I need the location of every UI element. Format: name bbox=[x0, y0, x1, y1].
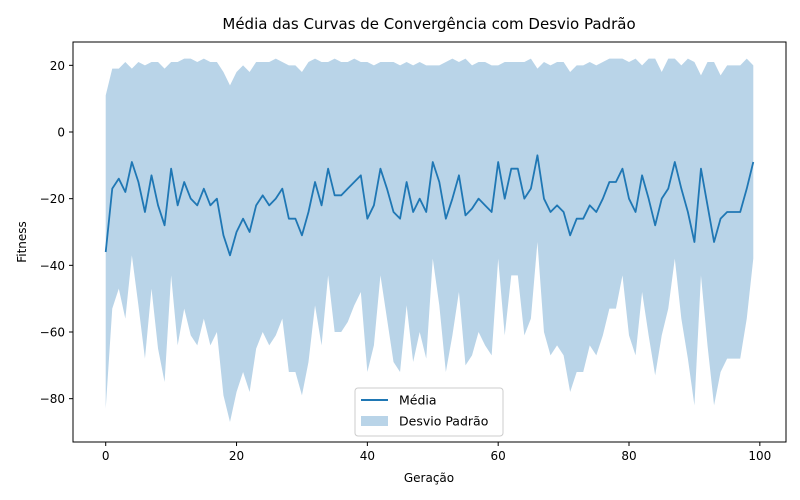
y-tick-label: −20 bbox=[40, 192, 65, 206]
x-tick-label: 80 bbox=[621, 449, 636, 463]
y-tick-label: −60 bbox=[40, 326, 65, 340]
mean-line bbox=[104, 154, 755, 257]
legend-box bbox=[354, 387, 504, 437]
y-tick-label: −40 bbox=[40, 259, 65, 273]
y-axis-label: Fitness bbox=[15, 221, 29, 263]
legend: Média Desvio Padrão bbox=[354, 387, 504, 437]
x-axis: 0 20 40 60 80 100 bbox=[102, 442, 771, 463]
y-tick-label: 0 bbox=[57, 126, 65, 140]
legend-label-mean: Média bbox=[399, 393, 437, 408]
std-band bbox=[105, 58, 754, 423]
x-axis-label: Geração bbox=[404, 471, 454, 485]
x-tick-label: 20 bbox=[229, 449, 244, 463]
x-tick-label: 0 bbox=[102, 449, 110, 463]
plot-frame bbox=[72, 41, 787, 443]
y-tick-label: 20 bbox=[50, 59, 65, 73]
x-tick-label: 100 bbox=[748, 449, 771, 463]
y-axis: −80 −60 −40 −20 0 20 bbox=[40, 59, 73, 406]
chart-title: Média das Curvas de Convergência com Des… bbox=[222, 15, 635, 33]
x-tick-label: 40 bbox=[360, 449, 375, 463]
legend-band-swatch bbox=[361, 416, 388, 426]
x-tick-label: 60 bbox=[491, 449, 506, 463]
y-tick-label: −80 bbox=[40, 392, 65, 406]
legend-label-std: Desvio Padrão bbox=[399, 414, 488, 429]
plot-area bbox=[104, 58, 755, 423]
